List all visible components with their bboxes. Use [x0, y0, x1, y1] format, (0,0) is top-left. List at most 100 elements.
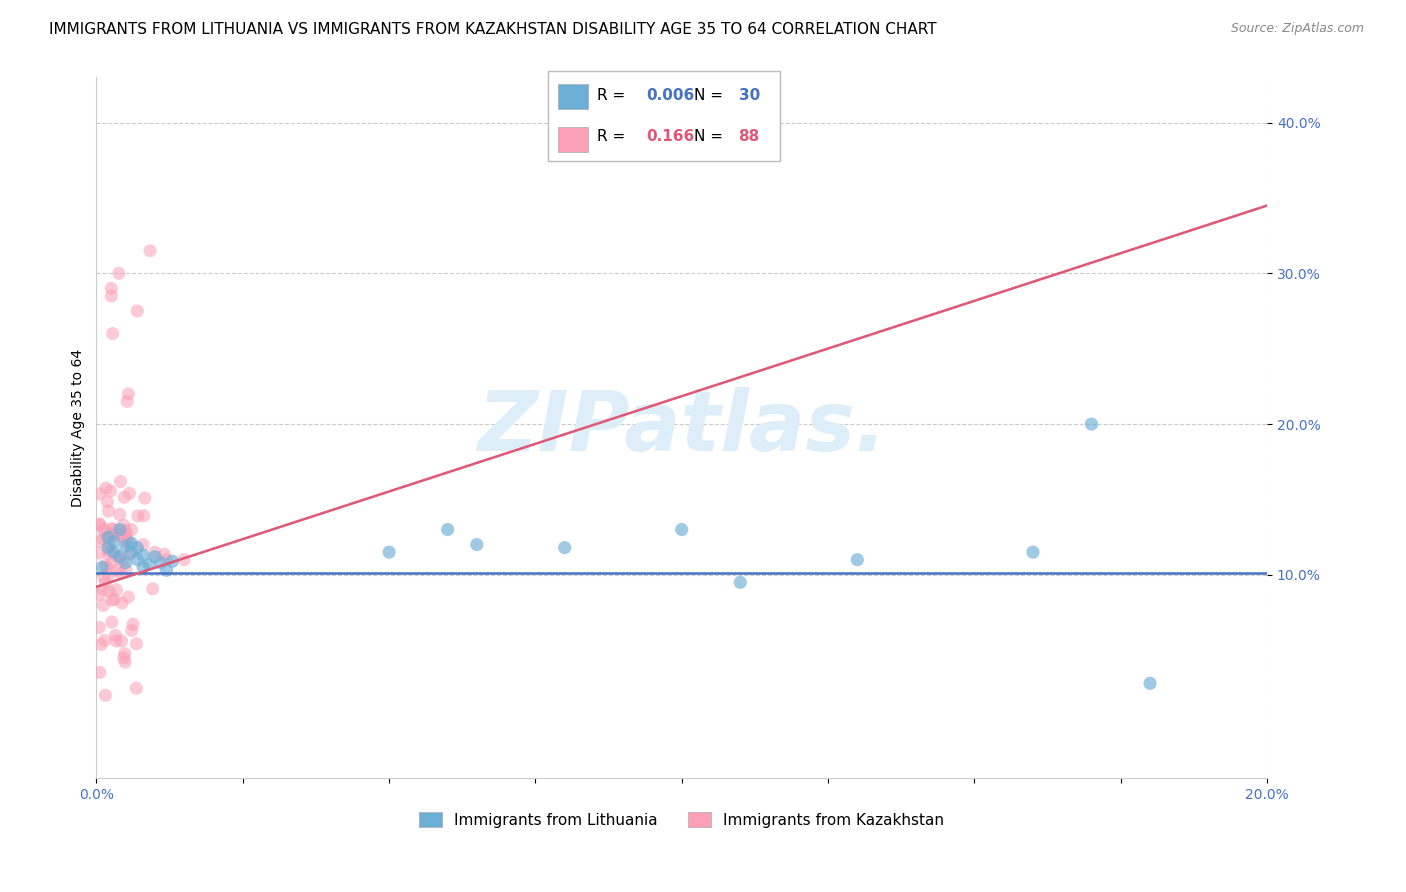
Point — [103, 545, 125, 559]
Point — [91, 582, 114, 597]
Point — [91, 560, 114, 574]
Point — [110, 527, 132, 541]
Point — [103, 523, 125, 537]
Text: N =: N = — [695, 129, 728, 144]
Point — [89, 517, 111, 532]
Point — [100, 529, 122, 543]
Point — [436, 523, 458, 537]
Point — [132, 508, 155, 523]
Point — [105, 633, 128, 648]
Point — [1080, 417, 1102, 431]
Point — [112, 650, 135, 665]
Point — [94, 689, 117, 703]
Point — [134, 491, 156, 505]
Point — [143, 549, 166, 564]
Point — [115, 534, 138, 549]
Point — [111, 553, 134, 567]
Point — [110, 566, 132, 581]
Text: 0.166: 0.166 — [645, 129, 695, 144]
Point — [730, 575, 752, 590]
Point — [846, 552, 869, 566]
Point — [114, 647, 136, 661]
Point — [101, 522, 124, 536]
Point — [105, 582, 128, 597]
Text: R =: R = — [598, 88, 630, 103]
Text: 30: 30 — [738, 88, 759, 103]
Point — [114, 655, 136, 669]
Point — [89, 534, 111, 549]
Point — [132, 560, 155, 574]
Point — [101, 326, 124, 341]
Point — [138, 558, 160, 572]
Point — [100, 556, 122, 570]
Point — [97, 567, 120, 582]
Point — [114, 524, 136, 538]
Point — [127, 304, 149, 318]
Point — [100, 483, 122, 498]
Point — [89, 517, 111, 532]
Point — [554, 541, 576, 555]
Point — [115, 527, 138, 541]
Bar — [558, 127, 588, 152]
Point — [89, 665, 111, 680]
Point — [115, 394, 138, 409]
Point — [104, 548, 127, 562]
Point — [105, 563, 128, 577]
Point — [91, 599, 114, 613]
Point — [97, 536, 120, 550]
Point — [121, 536, 143, 550]
Point — [127, 508, 149, 523]
Point — [108, 266, 131, 280]
Point — [117, 590, 139, 604]
Point — [121, 624, 143, 638]
Point — [100, 289, 122, 303]
Point — [110, 475, 132, 489]
Point — [114, 539, 136, 553]
Point — [112, 518, 135, 533]
Point — [149, 556, 172, 570]
Text: Source: ZipAtlas.com: Source: ZipAtlas.com — [1230, 22, 1364, 36]
Point — [97, 530, 120, 544]
Point — [173, 552, 195, 566]
Point — [155, 563, 177, 577]
Point — [114, 556, 136, 570]
Point — [97, 547, 120, 561]
Point — [89, 487, 111, 501]
Point — [118, 486, 141, 500]
Point — [93, 633, 115, 648]
Point — [91, 532, 114, 546]
Text: IMMIGRANTS FROM LITHUANIA VS IMMIGRANTS FROM KAZAKHSTAN DISABILITY AGE 35 TO 64 : IMMIGRANTS FROM LITHUANIA VS IMMIGRANTS … — [49, 22, 936, 37]
Point — [378, 545, 401, 559]
Point — [132, 548, 155, 562]
Point — [465, 538, 488, 552]
Bar — [558, 84, 588, 109]
Point — [114, 530, 136, 544]
Text: R =: R = — [598, 129, 630, 144]
Point — [97, 541, 120, 555]
Point — [132, 538, 155, 552]
Point — [111, 596, 134, 610]
Point — [107, 528, 129, 542]
Point — [127, 541, 149, 555]
Text: N =: N = — [695, 88, 728, 103]
Y-axis label: Disability Age 35 to 64: Disability Age 35 to 64 — [72, 349, 86, 507]
Point — [96, 560, 118, 574]
Point — [98, 543, 121, 558]
Point — [117, 387, 139, 401]
Point — [100, 281, 122, 295]
Point — [127, 552, 149, 566]
Point — [139, 244, 162, 258]
Point — [108, 549, 131, 564]
Point — [112, 490, 135, 504]
Point — [94, 481, 117, 495]
Point — [90, 638, 112, 652]
Point — [155, 552, 177, 566]
Point — [97, 504, 120, 518]
Point — [93, 570, 115, 584]
Point — [96, 495, 118, 509]
Point — [1139, 676, 1161, 690]
Point — [89, 587, 111, 601]
Point — [117, 533, 139, 547]
Text: ZIPatlas.: ZIPatlas. — [477, 387, 886, 468]
Point — [103, 592, 125, 607]
